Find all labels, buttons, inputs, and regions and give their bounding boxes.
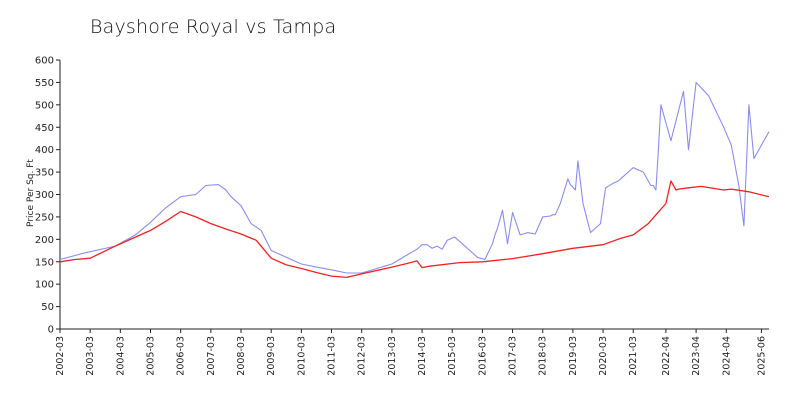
y-tick-label: 50 (41, 302, 54, 313)
y-tick-label: 400 (35, 145, 54, 156)
y-tick-label: 550 (35, 78, 54, 89)
x-tick-label: 2002-03 (55, 336, 66, 376)
x-tick-label: 2009-03 (266, 336, 277, 376)
series-line-1 (59, 180, 770, 279)
x-tick-label: 2024-04 (721, 336, 732, 376)
x-tick-label: 2021-03 (628, 336, 639, 376)
x-tick-label: 2022-04 (661, 336, 672, 376)
x-tick-label: 2020-03 (598, 336, 609, 376)
x-tick-label: 2025-06 (756, 336, 767, 376)
x-tick-label: 2010-03 (296, 336, 307, 376)
chart-title: Bayshore Royal vs Tampa (90, 16, 337, 38)
x-tick-label: 2004-03 (115, 336, 126, 376)
y-tick-label: 450 (35, 123, 54, 134)
x-tick-label: 2015-03 (447, 336, 458, 376)
x-tick-label: 2011-03 (327, 336, 338, 376)
y-tick-label: 200 (35, 235, 54, 246)
x-tick-label: 2014-03 (417, 336, 428, 376)
x-tick-label: 2012-03 (357, 336, 368, 376)
y-tick-label: 150 (35, 257, 54, 268)
x-tick-label: 2003-03 (85, 336, 96, 376)
x-tick-label: 2006-03 (176, 336, 187, 376)
x-tick-label: 2005-03 (146, 336, 157, 376)
x-tick-label: 2013-03 (387, 336, 398, 376)
x-tick-label: 2023-04 (691, 336, 702, 376)
series-line-0 (59, 81, 770, 274)
y-tick-label: 100 (35, 280, 54, 291)
y-tick-label: 250 (35, 212, 54, 223)
y-tick-label: 500 (35, 100, 54, 111)
x-tick-label: 2007-03 (206, 336, 217, 376)
y-tick-label: 350 (35, 168, 54, 179)
x-tick-label: 2019-03 (568, 336, 579, 376)
x-tick-label: 2016-03 (477, 336, 488, 376)
y-tick-label: 600 (35, 56, 54, 67)
x-tick-label: 2018-03 (538, 336, 549, 376)
x-tick-label: 2017-03 (508, 336, 519, 376)
x-tick-label: 2008-03 (236, 336, 247, 376)
y-tick-label: 300 (35, 190, 54, 201)
y-tick-label: 0 (48, 325, 54, 336)
